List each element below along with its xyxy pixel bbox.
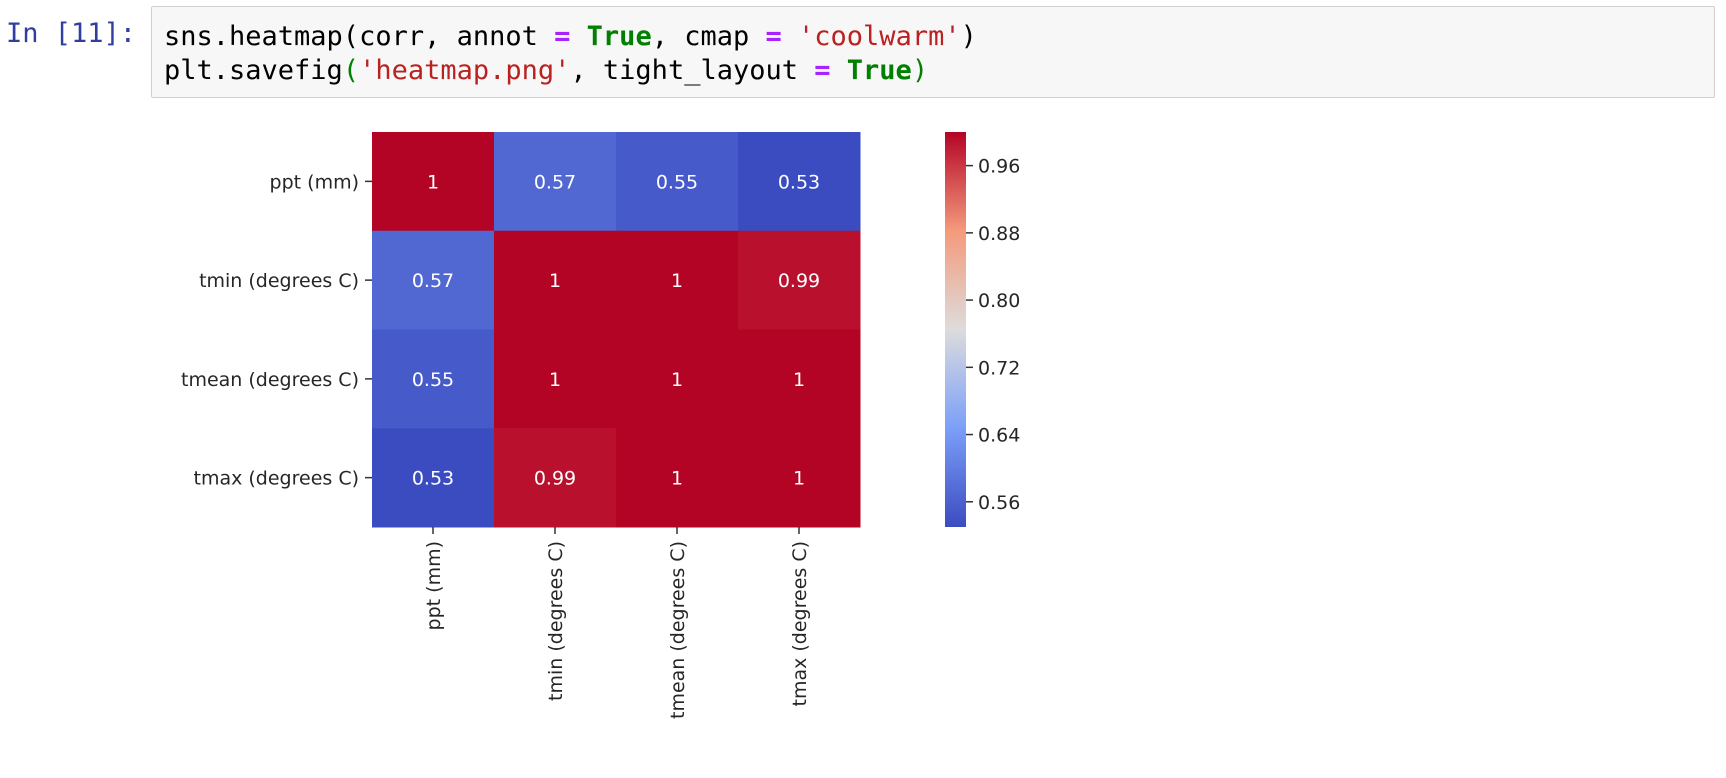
code-token: True <box>846 55 912 86</box>
cell-annotation: 1 <box>549 270 561 292</box>
heatmap-cell <box>738 428 861 528</box>
cell-annotation: 1 <box>427 171 439 193</box>
colorbar-tick-label: 0.64 <box>978 425 1020 447</box>
cell-annotation: 0.53 <box>412 468 454 490</box>
heatmap-cell <box>616 428 739 528</box>
heatmap-cells: 1 0.57 0.55 0.53 0.57 1 1 0.99 0.55 1 1 1 0.53 0.99 1 1 <box>372 132 861 528</box>
code-token: = <box>554 21 571 52</box>
colorbar-tick-label: 0.56 <box>978 492 1020 514</box>
column-label: tmax (degrees C) <box>789 541 811 707</box>
column-labels: ppt (mm) tmin (degrees C) tmean (degrees C… <box>423 527 811 719</box>
row-label: tmin (degrees C) <box>199 270 359 292</box>
colorbar-ticks: 0.96 0.88 0.80 0.72 0.64 0.56 <box>966 156 1020 514</box>
code-token: = <box>814 55 831 86</box>
heatmap-cell <box>738 329 861 429</box>
colorbar-tick-label: 0.96 <box>978 156 1020 178</box>
heatmap-cell <box>616 329 739 429</box>
colorbar-tick-label: 0.72 <box>978 357 1020 379</box>
code-token: = <box>765 21 782 52</box>
code-line-1: sns.heatmap(corr, annot = True, cmap = '… <box>164 20 1702 54</box>
colorbar <box>945 132 966 527</box>
cell-annotation: 0.99 <box>778 270 820 292</box>
code-token: 'heatmap.png' <box>359 55 571 86</box>
cell-annotation: 0.99 <box>534 468 576 490</box>
heatmap-cell <box>372 230 495 330</box>
heatmap-cell <box>616 230 739 330</box>
cell-annotation: 0.55 <box>656 171 698 193</box>
column-label: ppt (mm) <box>423 541 445 630</box>
cell-annotation: 1 <box>549 369 561 391</box>
code-token: 'coolwarm' <box>798 21 961 52</box>
heatmap-cell <box>494 329 617 429</box>
cell-annotation: 1 <box>793 468 805 490</box>
cell-annotation: 1 <box>793 369 805 391</box>
heatmap-cell <box>494 230 617 330</box>
code-cell-input[interactable]: sns.heatmap(corr, annot = True, cmap = '… <box>151 6 1715 98</box>
heatmap-cell <box>494 428 617 528</box>
heatmap-cell <box>372 132 495 232</box>
column-label: tmin (degrees C) <box>545 541 567 701</box>
heatmap-cell <box>616 132 739 232</box>
heatmap-cell <box>372 428 495 528</box>
code-token <box>782 21 798 52</box>
row-labels: ppt (mm) tmin (degrees C) tmean (degrees C… <box>181 171 372 490</box>
code-token: ) <box>960 21 977 52</box>
heatmap-cell <box>738 230 861 330</box>
code-token: plt.savefig <box>164 55 343 86</box>
colorbar-tick-label: 0.88 <box>978 223 1020 245</box>
cell-annotation: 0.57 <box>412 270 454 292</box>
colorbar-tick-label: 0.80 <box>978 290 1020 312</box>
cell-annotation: 0.53 <box>778 171 820 193</box>
input-prompt: In [11]: <box>6 18 137 49</box>
heatmap-chart: 1 0.57 0.55 0.530.57 1 1 0.990.55 1 1 10.53 0.99 1 1… <box>181 132 1020 719</box>
code-line-2: plt.savefig('heatmap.png', tight_layout … <box>164 54 1702 88</box>
code-token <box>570 21 586 52</box>
heatmap-cell <box>494 132 617 232</box>
row-label: tmax (degrees C) <box>194 468 360 490</box>
code-token <box>831 55 847 86</box>
cell-annotation: 1 <box>671 369 683 391</box>
code-token: sns.heatmap(corr, annot <box>164 21 555 52</box>
cell-annotation: 1 <box>671 270 683 292</box>
code-token: True <box>586 21 652 52</box>
cell-output: 1 0.57 0.55 0.53 0.57 1 1 0.99 0.55 1 1 1 0.53 0.99 1 1… <box>151 120 1711 778</box>
row-label: ppt (mm) <box>270 171 359 193</box>
cell-annotation: 1 <box>671 468 683 490</box>
row-label: tmean (degrees C) <box>181 369 359 391</box>
cell-annotation: 0.57 <box>534 171 576 193</box>
column-label: tmean (degrees C) <box>667 541 689 719</box>
cell-annotation: 0.55 <box>412 369 454 391</box>
code-token: , cmap <box>651 21 766 52</box>
code-token: ( <box>342 55 360 86</box>
heatmap-cell <box>738 132 861 232</box>
heatmap-cell <box>372 329 495 429</box>
code-token: ) <box>911 55 929 86</box>
code-token: , tight_layout <box>570 55 815 86</box>
